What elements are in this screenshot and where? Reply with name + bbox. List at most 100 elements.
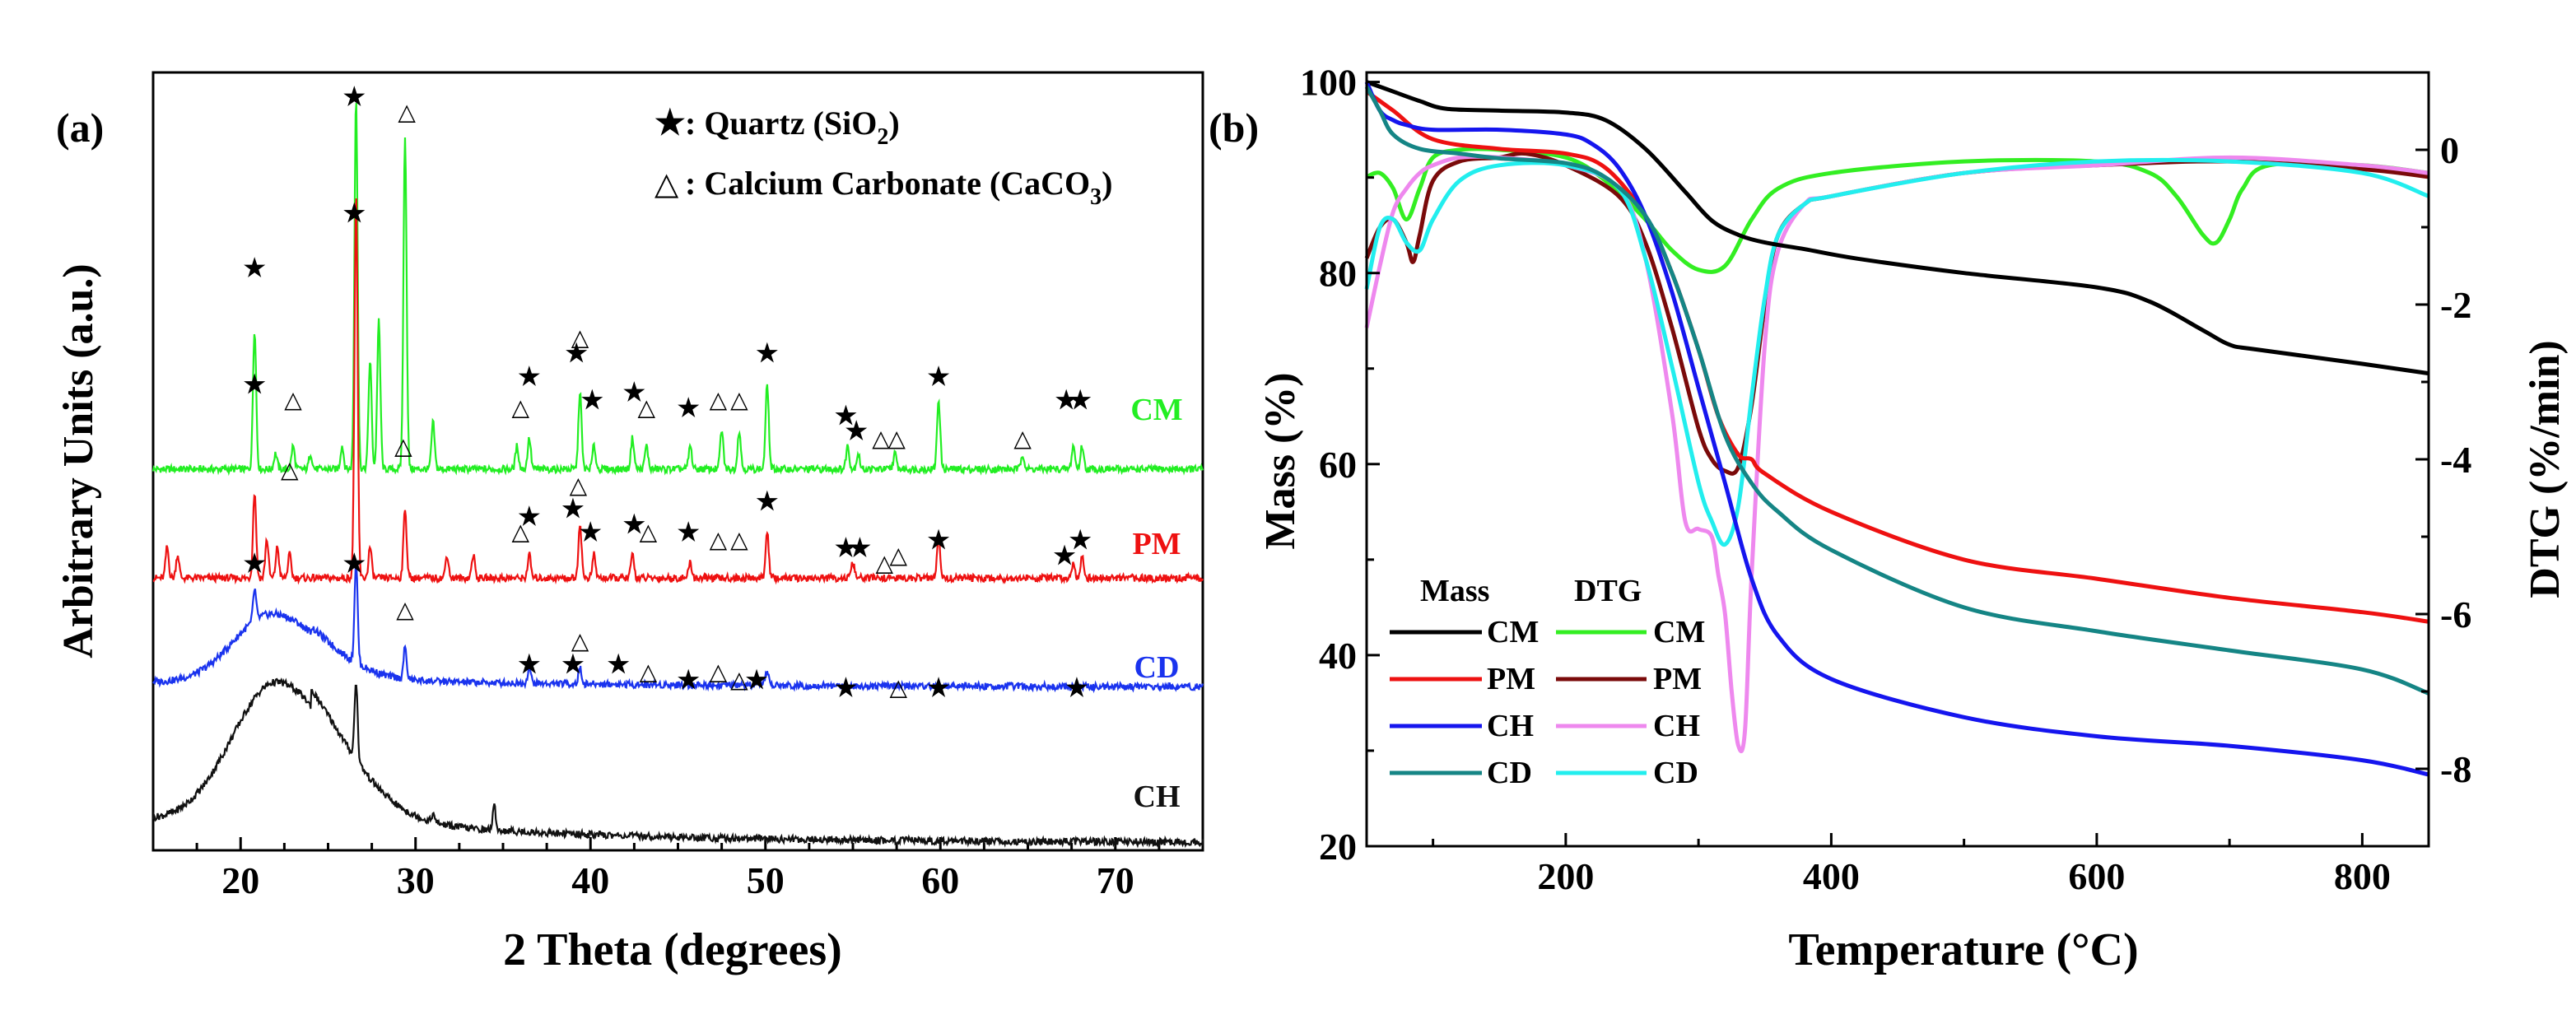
panel-a-markers: ★★★★★★ ★★★★★★★★★△△△△ △ △ △△△ △★ ★★ ★ ★★★★ ★★★△△△△… — [244, 83, 1092, 701]
series-label-CH: CH — [1134, 780, 1181, 814]
panel-b-y-tick-label: 100 — [1300, 62, 1357, 104]
series-label-CD: CD — [1134, 650, 1180, 685]
panel-b-x-tick-label: 800 — [2334, 855, 2391, 897]
panel-b-y-tick-label: 80 — [1319, 253, 1357, 295]
panel-b-y-tick-label: 60 — [1319, 444, 1357, 486]
dtg-line-CD — [1364, 157, 2429, 547]
legend-calcite-label: : Calcium Carbonate (CaCO3) — [685, 165, 1113, 210]
quartz-star-marker: ★ — [1054, 542, 1076, 570]
panel-a-label: (a) — [56, 105, 104, 151]
calcite-triangle-marker: △ — [640, 520, 658, 546]
calcite-triangle-marker: △ — [570, 473, 588, 499]
calcite-triangle-marker: △ — [710, 388, 728, 413]
panel-a-x-tick-label: 50 — [747, 859, 785, 901]
panel-a-x-ticks: 20 30 40 50 60 70 — [151, 837, 1204, 901]
panel-b-y2-tick-label: 0 — [2440, 129, 2459, 171]
calcite-triangle-marker: △ — [872, 426, 890, 452]
panel-b-x-axis-label: Temperature (°C) — [1788, 924, 2138, 975]
calcite-triangle-marker: △ — [730, 528, 748, 553]
quartz-star-marker: ★ — [835, 534, 857, 561]
legend-mass-header: Mass — [1420, 574, 1489, 608]
panel-a-x-tick-label: 40 — [571, 859, 609, 901]
legend-dtg-header: DTG — [1574, 574, 1642, 608]
calcite-triangle-marker: △ — [889, 676, 907, 701]
legend-dtg-label-CH: CH — [1653, 709, 1700, 743]
panel-b-legend: Mass DTG CM CM PM PM CH CH CD CD — [1390, 574, 1705, 790]
calcite-triangle-marker: △ — [396, 598, 414, 623]
panel-b-y-axis-label: Mass (%) — [1257, 372, 1304, 549]
calcite-triangle-marker: △ — [511, 395, 529, 421]
calcite-triangle-marker: △ — [1013, 426, 1032, 452]
quartz-star-marker: ★ — [608, 651, 630, 678]
legend-mass-label-CM: CM — [1487, 615, 1539, 649]
panel-b-y-tick-label: 40 — [1319, 635, 1357, 677]
mass-line-PM — [1365, 90, 2429, 624]
quartz-star-marker: ★ — [1055, 387, 1078, 414]
quartz-star-marker: ★ — [1066, 675, 1088, 702]
quartz-star-marker: ★ — [343, 550, 366, 577]
calcite-triangle-marker: △ — [889, 543, 907, 569]
panel-b-y2-tick-label: -2 — [2440, 284, 2471, 326]
quartz-star-marker: ★ — [343, 83, 366, 110]
legend-quartz-label: : Quartz (SiO2) — [685, 105, 900, 150]
panel-b-ticks: 200 400 600 800 20 40 60 80 100 0 -2 -4 -6 -8 — [1300, 62, 2471, 897]
quartz-star-marker: ★ — [835, 675, 857, 702]
panel-b-label: (b) — [1209, 105, 1259, 151]
panel-b-x-tick-label: 400 — [1803, 855, 1860, 897]
legend-mass-label-PM: PM — [1487, 662, 1535, 696]
quartz-star-marker: ★ — [746, 667, 768, 694]
quartz-star-marker: ★ — [623, 379, 645, 406]
xrd-line-CH — [151, 677, 1204, 849]
panel-b: (b) 200 400 600 800 20 40 60 80 100 0 -2 -4 -6 -8 Mas… — [1209, 62, 2569, 975]
quartz-star-marker: ★ — [845, 418, 868, 445]
quartz-star-marker: ★ — [566, 340, 588, 367]
quartz-star-marker: ★ — [244, 254, 266, 282]
quartz-star-marker: ★ — [244, 371, 266, 398]
mass-line-CM — [1366, 80, 2429, 376]
quartz-star-marker: ★ — [343, 200, 366, 227]
calcite-triangle-marker: △ — [571, 629, 589, 654]
panel-a-x-tick-label: 70 — [1097, 859, 1134, 901]
quartz-star-marker: ★ — [1069, 387, 1092, 414]
quartz-star-marker: ★ — [756, 340, 778, 367]
panel-a-y-axis-label: Arbitrary Units (a.u.) — [55, 263, 102, 659]
calcite-triangle-marker: △ — [281, 458, 299, 483]
calcite-triangle-marker: △ — [875, 551, 893, 576]
quartz-star-marker: ★ — [1069, 527, 1092, 554]
series-label-PM: PM — [1132, 527, 1181, 561]
panel-b-y2-tick-label: -6 — [2440, 593, 2471, 635]
dtg-line-CM — [1366, 147, 2429, 274]
panel-a-series-labels: CM PM CD CH — [1130, 393, 1182, 814]
xrd-line-CM — [151, 103, 1204, 477]
quartz-star-marker: ★ — [518, 364, 540, 391]
panel-a: (a) 20 30 40 50 60 70 ★★★★★★ ★★★★★★★★★△△△△ △ △ △△… — [55, 71, 1204, 975]
calcite-triangle-marker: △ — [640, 660, 658, 686]
panel-b-legend-rows: CM CM PM PM CH CH CD CD — [1390, 615, 1705, 790]
quartz-star-marker: ★ — [849, 534, 871, 561]
calcite-triangle-marker: △ — [284, 388, 302, 413]
legend-dtg-label-CM: CM — [1653, 615, 1705, 649]
calcite-triangle-marker: △ — [710, 528, 728, 553]
calcite-triangle-marker: △ — [511, 520, 529, 546]
legend-calcite-triangle-icon: △ — [654, 167, 679, 202]
panel-a-legend: ★ : Quartz (SiO2) △ : Calcium Carbonate … — [654, 105, 1113, 210]
calcite-triangle-marker: △ — [887, 426, 906, 452]
series-label-CM: CM — [1130, 393, 1182, 427]
quartz-star-marker: ★ — [562, 651, 585, 678]
panel-b-y2-tick-label: -8 — [2440, 748, 2471, 790]
quartz-star-marker: ★ — [928, 527, 950, 554]
quartz-star-marker: ★ — [678, 519, 700, 547]
panel-a-x-axis-label: 2 Theta (degrees) — [503, 924, 842, 975]
quartz-star-marker: ★ — [928, 675, 950, 702]
calcite-triangle-marker: △ — [710, 660, 728, 686]
panel-b-x-tick-label: 200 — [1537, 855, 1594, 897]
panel-b-x-tick-label: 600 — [2068, 855, 2125, 897]
calcite-triangle-marker: △ — [571, 325, 589, 351]
quartz-star-marker: ★ — [518, 504, 540, 531]
panel-b-y-tick-label: 20 — [1319, 826, 1357, 868]
calcite-triangle-marker: △ — [730, 668, 748, 693]
mass-line-CD — [1364, 86, 2429, 696]
mass-line-CH — [1364, 81, 2429, 777]
quartz-star-marker: ★ — [518, 651, 540, 678]
